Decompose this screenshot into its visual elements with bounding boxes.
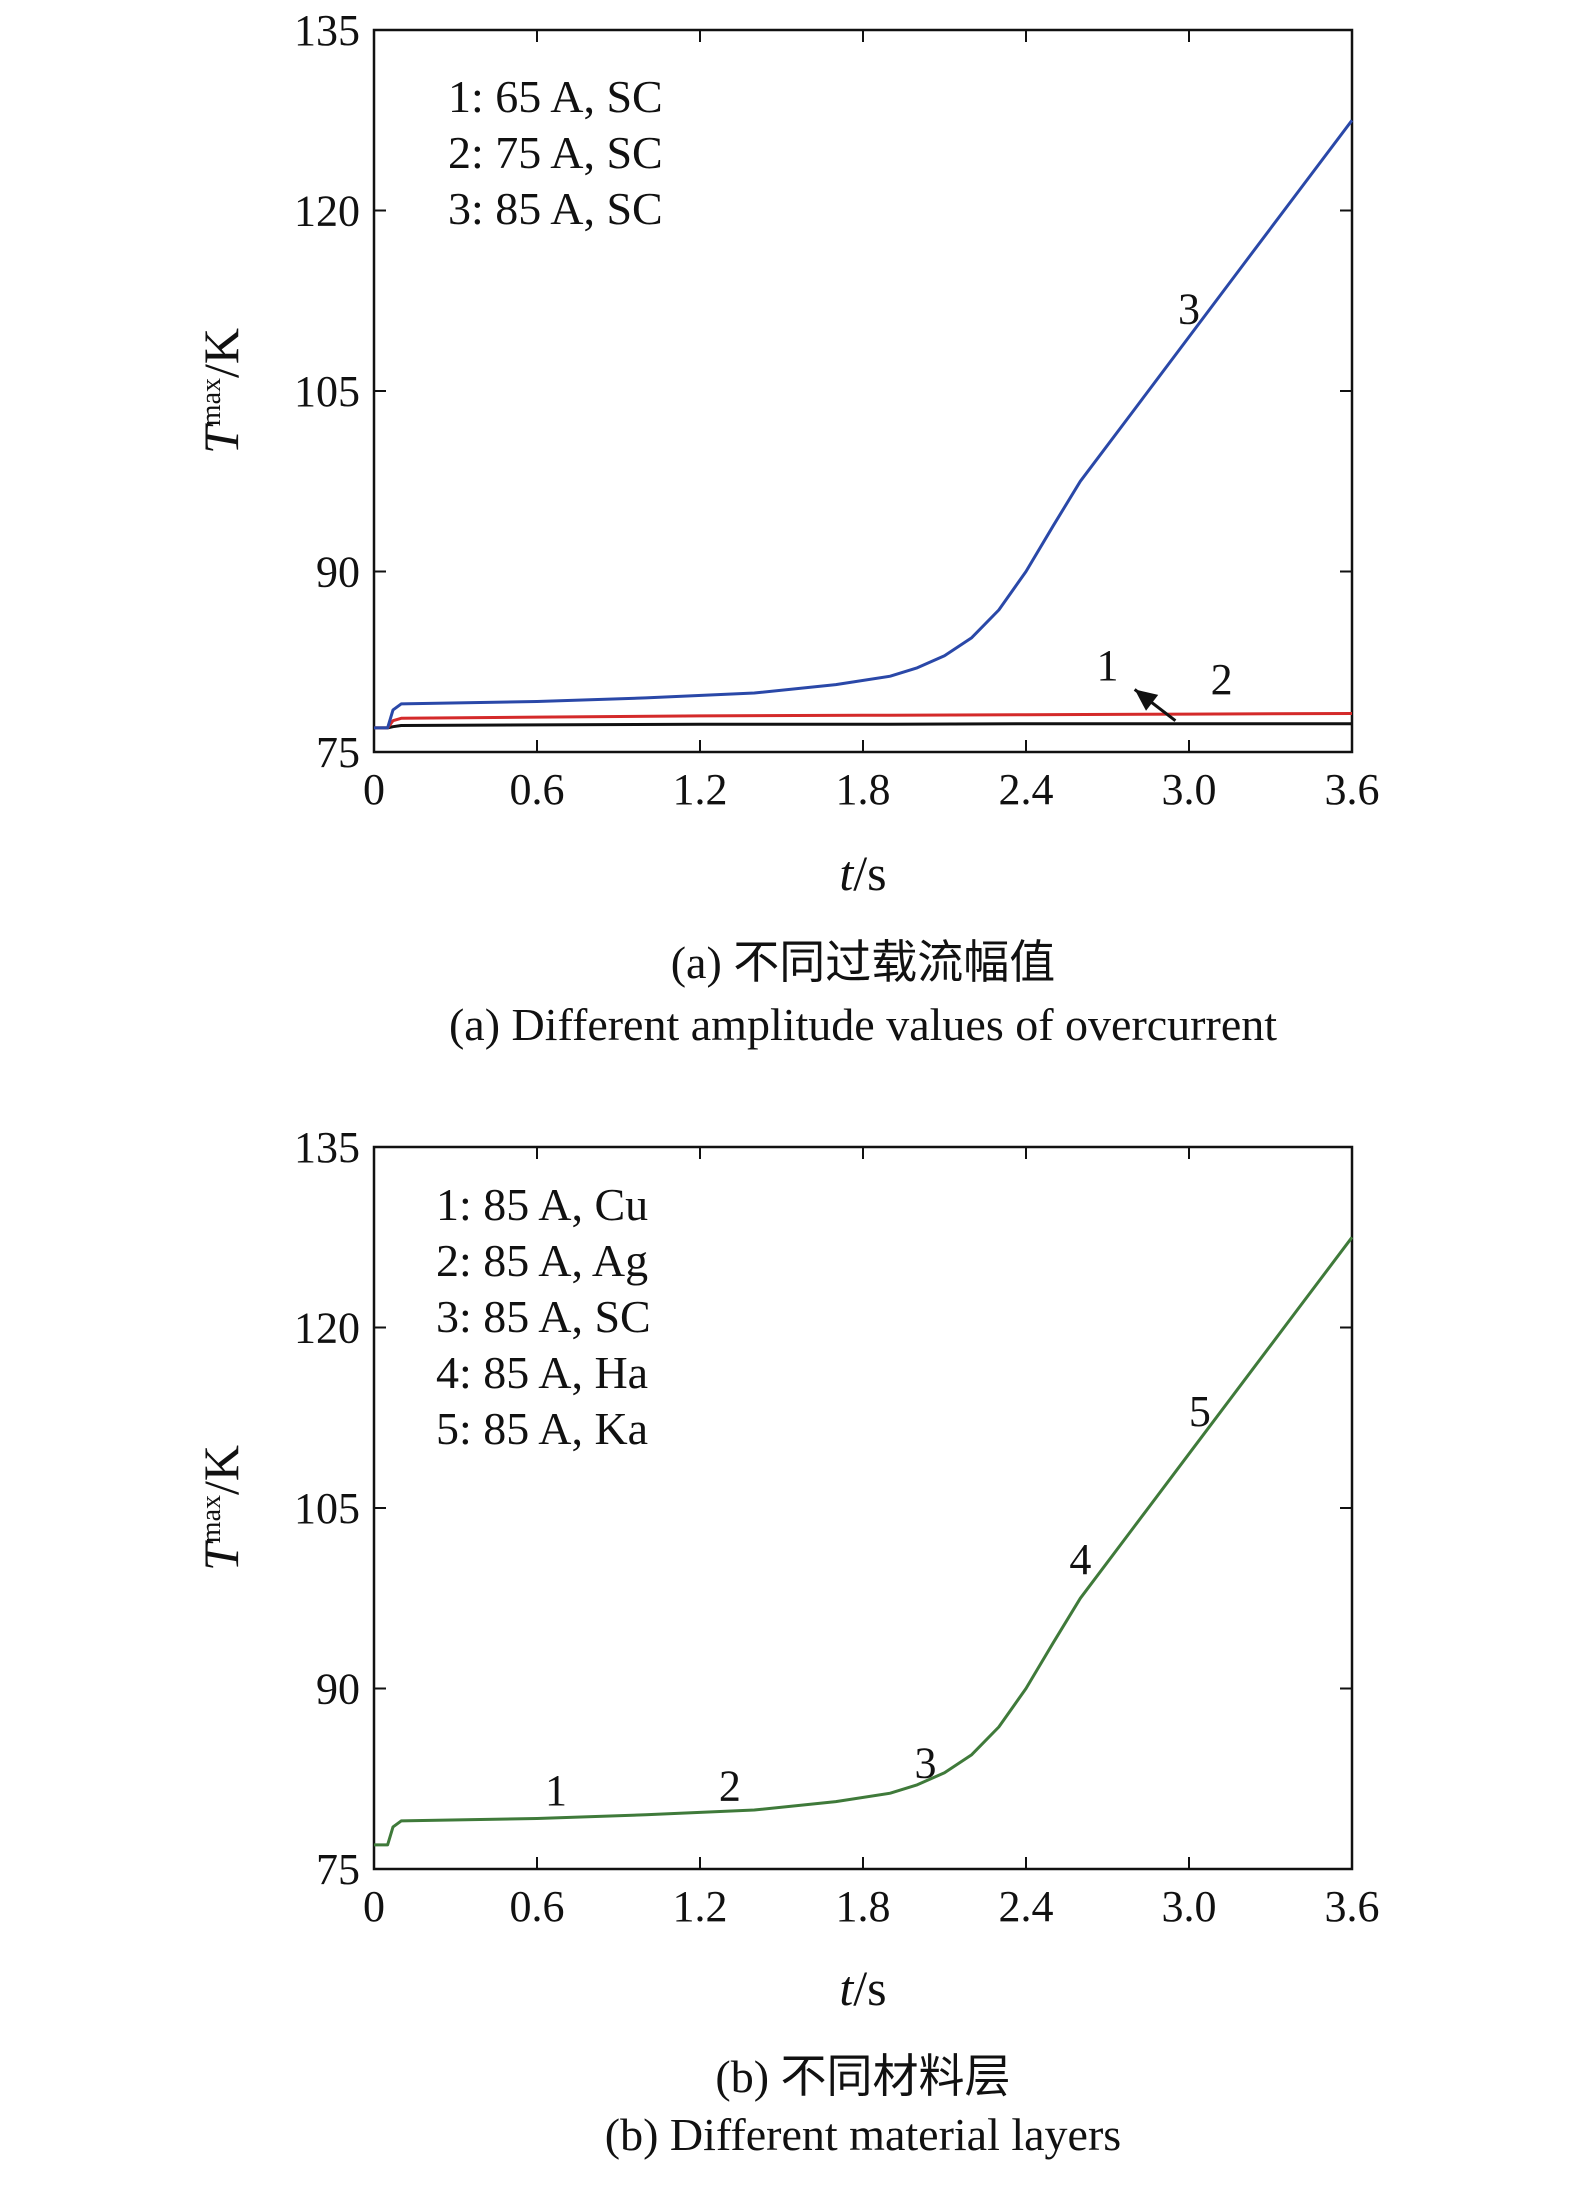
x-tick-label: 0: [363, 765, 385, 814]
curve-label: 3: [914, 1739, 936, 1788]
x-tick-label: 1.2: [673, 1882, 728, 1931]
panel-b: 0 0.6 1.2 1.8 2.4 3.0 3.6 75 90 105 120 135 1 2 3 4 5 1…: [193, 1123, 1380, 2160]
curve-label: 1: [1097, 641, 1119, 690]
legend-entry: 3: 85 A, SC: [448, 183, 663, 234]
caption-en: (b) Different material layers: [605, 2109, 1121, 2160]
y-tick-label: 75: [316, 728, 360, 777]
curve-label: 5: [1189, 1387, 1211, 1436]
legend-entry: 1: 65 A, SC: [448, 71, 663, 122]
x-tick-label: 2.4: [999, 765, 1054, 814]
curve-label: 4: [1069, 1535, 1091, 1584]
caption-cn: (a) 不同过载流幅值: [671, 937, 1056, 988]
x-tick-label: 0: [363, 1882, 385, 1931]
legend-entry: 5: 85 A, Ka: [436, 1403, 648, 1454]
legend-entry: 3: 85 A, SC: [436, 1291, 651, 1342]
x-tick-label: 3.6: [1325, 765, 1380, 814]
y-axis-title: Tmax/K: [193, 328, 249, 454]
legend-entry: 2: 75 A, SC: [448, 127, 663, 178]
y-tick-label: 75: [316, 1845, 360, 1894]
y-tick-label: 135: [294, 1123, 360, 1172]
y-tick-label: 90: [316, 548, 360, 597]
curve-label: 3: [1178, 285, 1200, 334]
x-tick-label: 3.0: [1162, 765, 1217, 814]
caption-cn: (b) 不同材料层: [715, 2051, 1010, 2102]
y-tick-label: 120: [294, 1304, 360, 1353]
series-line-3: [374, 119, 1354, 730]
x-tick-label: 2.4: [999, 1882, 1054, 1931]
y-tick-label: 105: [294, 367, 360, 416]
x-tick-label: 1.8: [836, 1882, 891, 1931]
series-line-1: [374, 722, 1352, 730]
caption-en: (a) Different amplitude values of overcu…: [449, 999, 1277, 1050]
y-tick-label: 90: [316, 1665, 360, 1714]
y-tick-label: 135: [294, 6, 360, 55]
x-tick-label: 3.0: [1162, 1882, 1217, 1931]
x-tick-label: 0.6: [510, 765, 565, 814]
y-tick-label: 120: [294, 187, 360, 236]
legend: 1: 85 A, Cu 2: 85 A, Ag 3: 85 A, SC 4: 8…: [436, 1179, 651, 1454]
curve-label: 1: [545, 1766, 567, 1815]
curve-label: 2: [719, 1761, 741, 1810]
x-tick-label: 1.2: [673, 765, 728, 814]
panel-a: 0 0.6 1.2 1.8 2.4 3.0 3.6 75 90 105 120 135 3 1 2 1: …: [193, 6, 1380, 1050]
x-tick-label: 1.8: [836, 765, 891, 814]
x-tick-label: 0.6: [510, 1882, 565, 1931]
series-line-2: [374, 712, 1353, 730]
series-line-1-5: [374, 1236, 1354, 1847]
x-tick-label: 3.6: [1325, 1882, 1380, 1931]
legend: 1: 65 A, SC 2: 75 A, SC 3: 85 A, SC: [448, 71, 663, 234]
y-tick-label: 105: [294, 1484, 360, 1533]
x-axis-title: t/s: [839, 1960, 886, 2016]
y-axis-title: Tmax/K: [193, 1445, 249, 1571]
curve-label: 2: [1211, 655, 1233, 704]
arrow-head: [1134, 689, 1159, 711]
legend-entry: 4: 85 A, Ha: [436, 1347, 648, 1398]
legend-entry: 1: 85 A, Cu: [436, 1179, 648, 1230]
x-axis-title: t/s: [839, 845, 886, 901]
legend-entry: 2: 85 A, Ag: [436, 1235, 648, 1286]
